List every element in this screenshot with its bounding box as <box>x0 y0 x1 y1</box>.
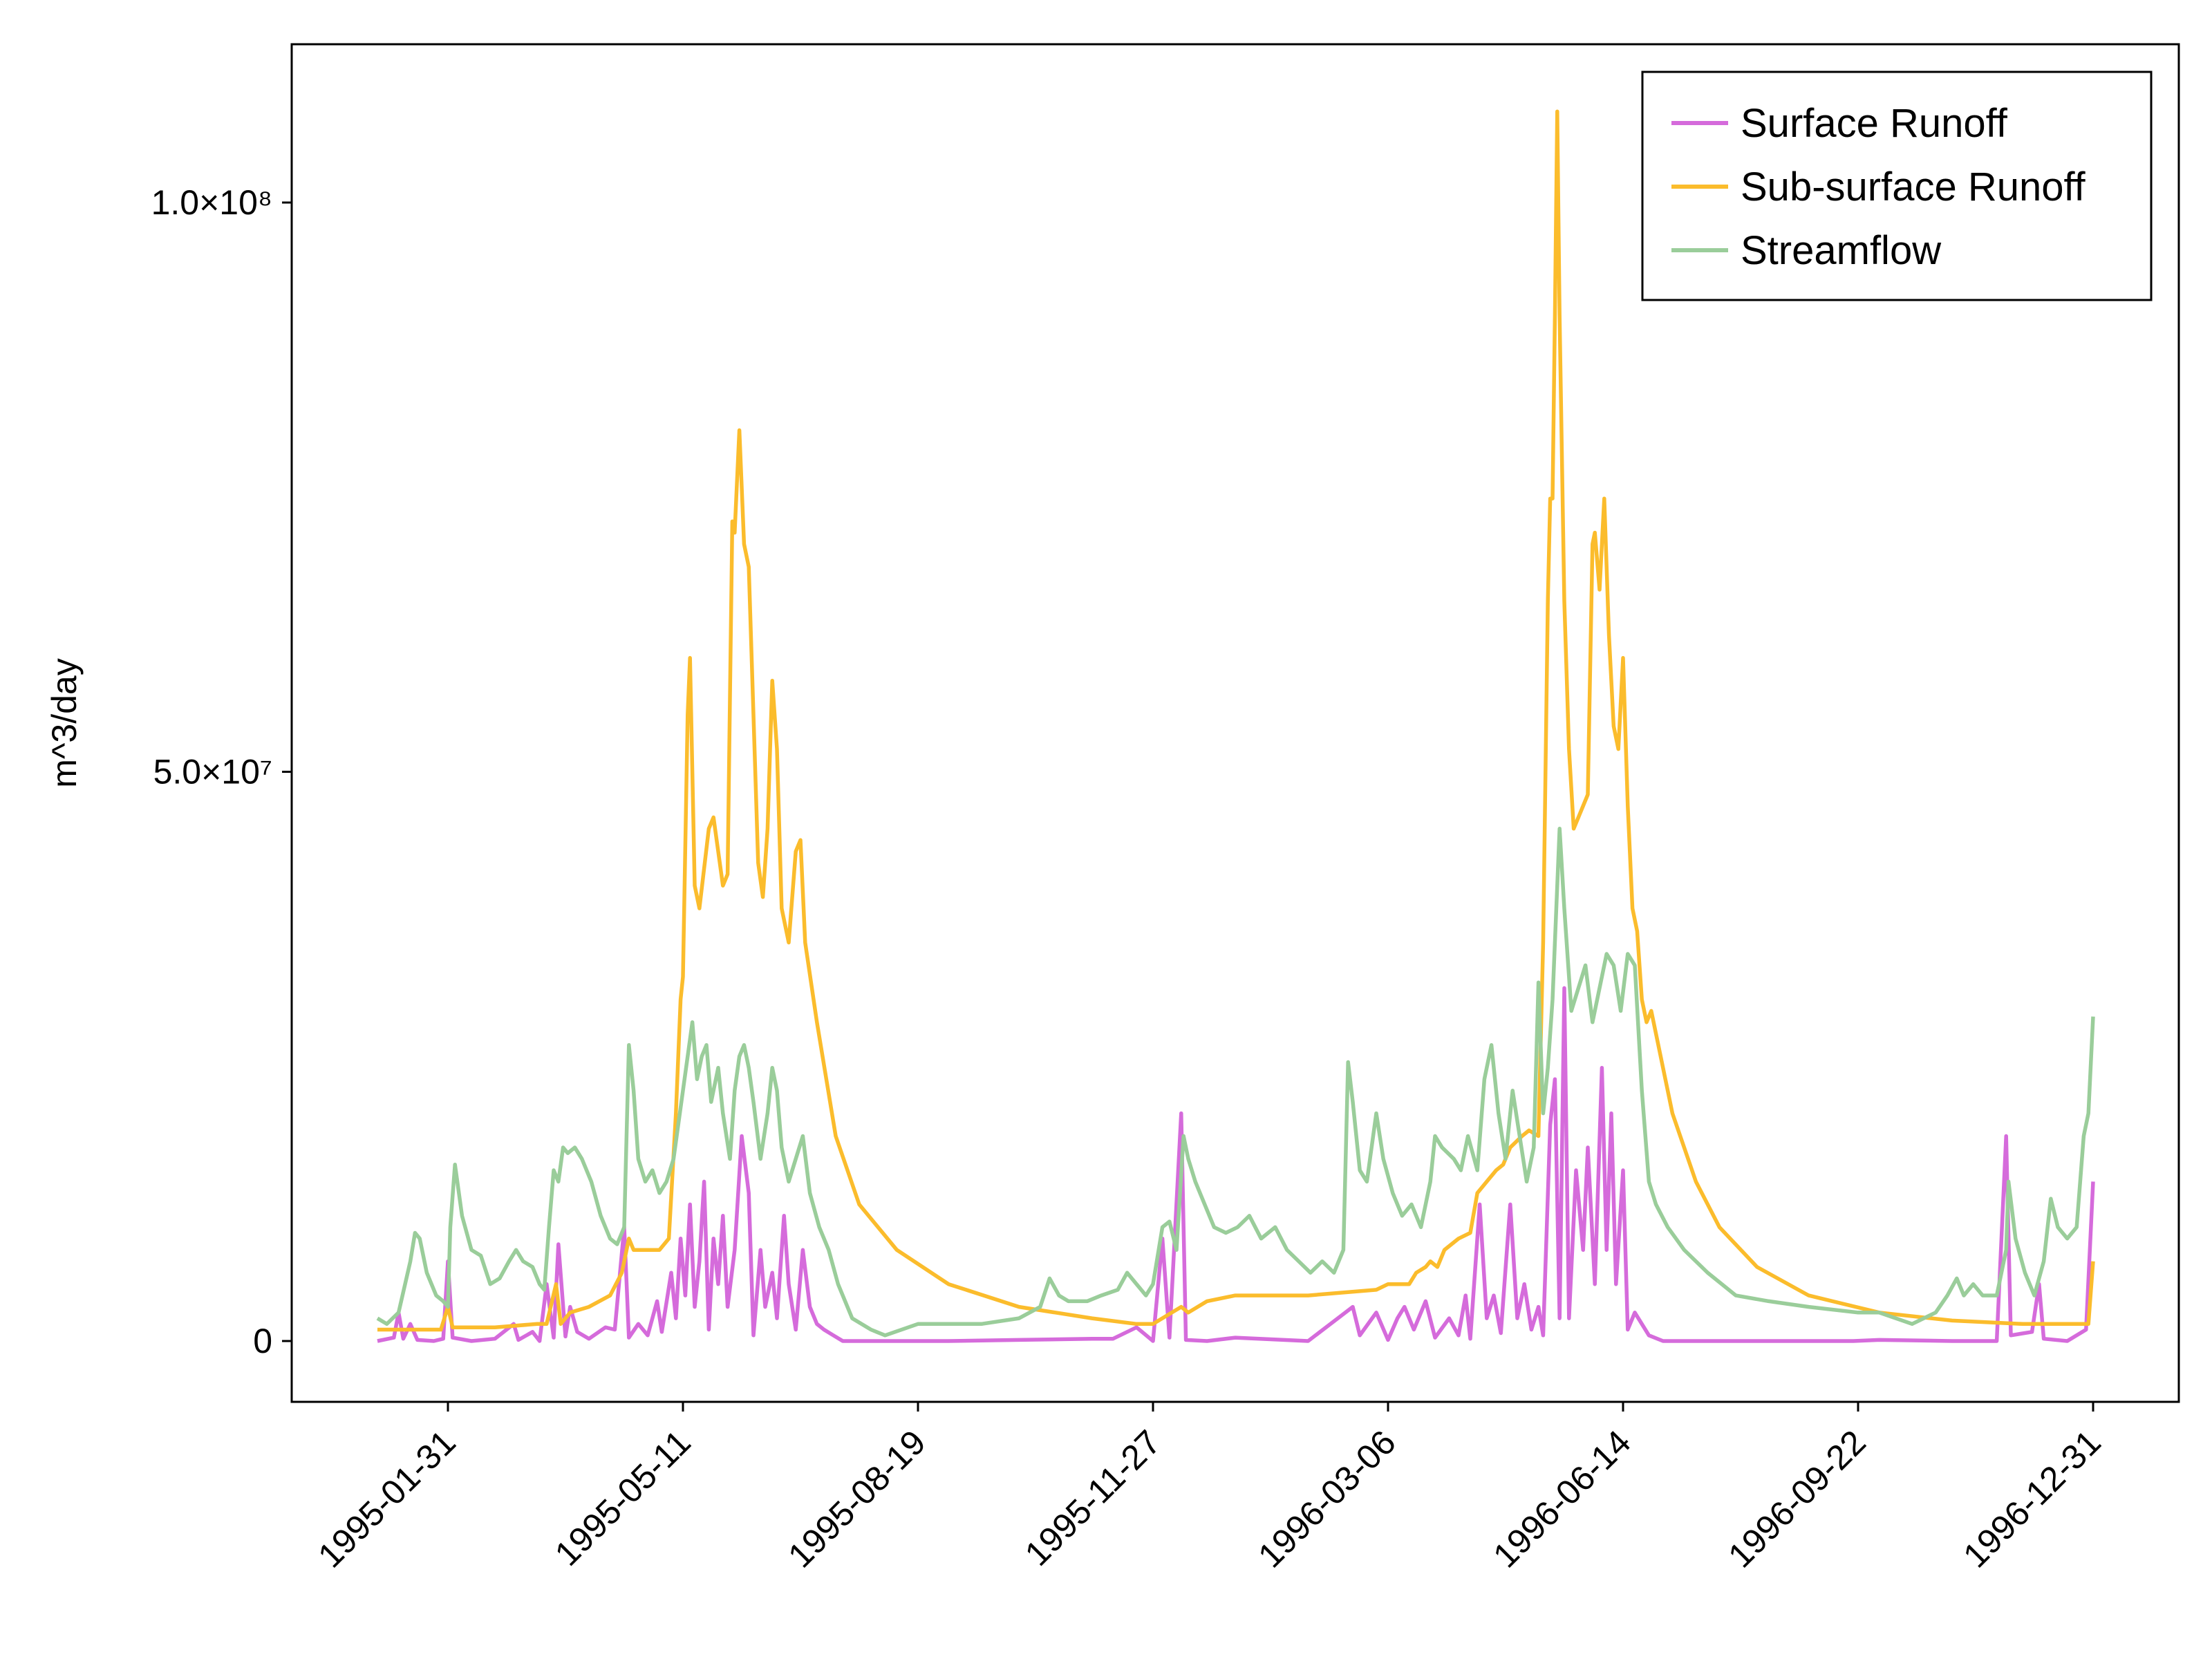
x-tick-label: 1996-12-31 <box>1956 1423 2108 1575</box>
y-tick-label: 1.0×10⁸ <box>151 183 272 222</box>
y-tick-label: 5.0×10⁷ <box>153 753 272 791</box>
y-axis-label: m^3/day <box>45 658 84 787</box>
x-tick-label: 1995-11-27 <box>1018 1423 1168 1573</box>
series-line-surface-runoff <box>377 986 2095 1343</box>
x-axis: 1995-01-31 1995-05-11 1995-08-19 1995-11-27… <box>310 1402 2108 1575</box>
x-tick-label: 1995-01-31 <box>310 1423 462 1575</box>
x-tick-label: 1996-09-22 <box>1721 1423 1873 1575</box>
x-tick-label: 1995-08-19 <box>780 1423 932 1575</box>
x-tick-label: 1996-06-14 <box>1485 1423 1638 1575</box>
series-line-streamflow <box>376 827 2095 1338</box>
x-tick-label: 1996-03-06 <box>1250 1423 1403 1575</box>
legend-label-streamflow: Streamflow <box>1741 228 1942 273</box>
y-axis: 0 5.0×10⁷ 1.0×10⁸ <box>151 183 292 1360</box>
series-layer <box>376 109 2095 1343</box>
plot-area <box>290 43 2180 1403</box>
legend-label-surface-runoff: Surface Runoff <box>1741 101 2008 146</box>
series-line-sub-surface-runoff <box>377 109 2095 1332</box>
x-tick-label: 1995-05-11 <box>547 1423 698 1573</box>
legend-label-sub-surface-runoff: Sub-surface Runoff <box>1741 165 2086 209</box>
y-tick-label: 0 <box>253 1322 272 1360</box>
legend: Surface Runoff Sub-surface Runoff Streamfl… <box>1641 71 2153 301</box>
